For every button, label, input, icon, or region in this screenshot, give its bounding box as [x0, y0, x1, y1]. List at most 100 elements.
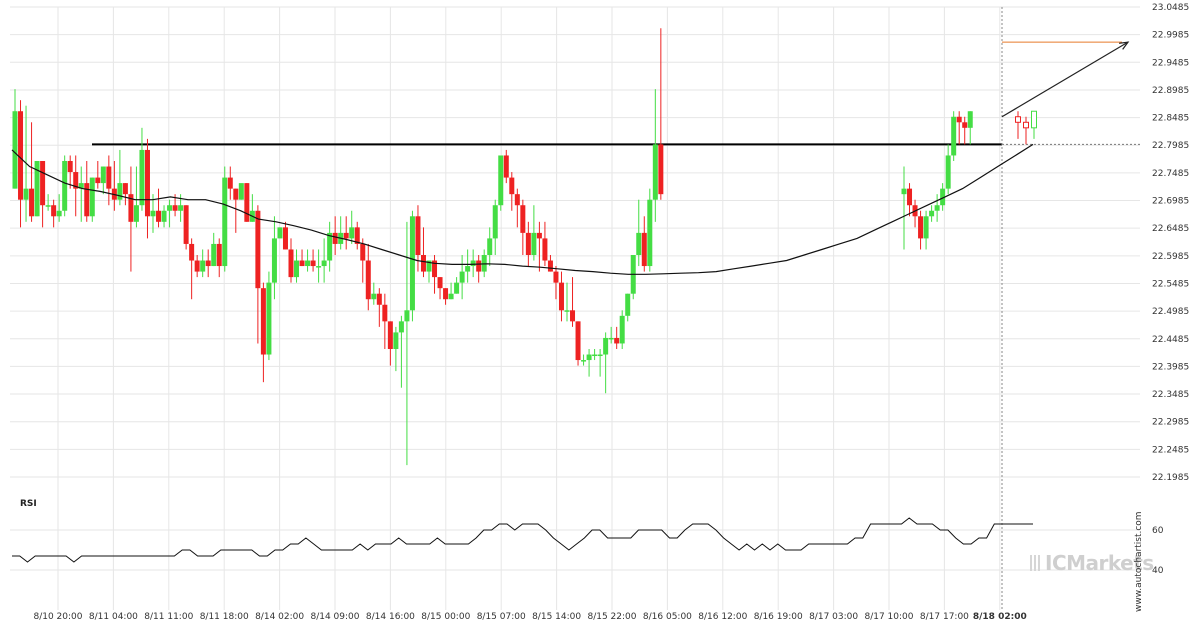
candle-body: [376, 293, 382, 305]
candle-body: [167, 205, 173, 211]
candle-body: [183, 205, 189, 244]
candle-body: [294, 260, 300, 278]
candle-body: [45, 205, 51, 207]
candle-body: [619, 315, 625, 344]
price-tick-label: 22.6485: [1152, 224, 1189, 234]
price-tick-label: 22.2485: [1152, 445, 1189, 455]
candle-body: [470, 260, 476, 267]
candle-body: [299, 260, 305, 267]
candle-body: [172, 205, 178, 211]
price-tick-label: 22.7985: [1152, 141, 1189, 151]
candle-body: [23, 188, 29, 200]
time-tick-label: 8/14 16:00: [366, 612, 415, 622]
candle-body: [139, 149, 145, 206]
candle-body: [1031, 110, 1037, 129]
candle-body: [575, 321, 581, 361]
price-tick-label: 22.4985: [1152, 307, 1189, 317]
candle-body: [597, 354, 603, 357]
candle-body: [426, 260, 432, 272]
icmarkets-brand-logo: ICMarkets: [1030, 551, 1154, 575]
candle-body: [503, 155, 509, 178]
candle-body: [161, 210, 167, 222]
candle-body: [122, 183, 128, 195]
candle-body: [84, 183, 90, 217]
candle-body: [271, 238, 277, 283]
rsi-tick-label: 40: [1152, 566, 1164, 576]
candle-body: [962, 122, 968, 128]
rsi-tick-label: 60: [1152, 526, 1164, 536]
candle-body: [443, 288, 449, 300]
candle-body: [233, 188, 239, 200]
candle-body: [222, 177, 228, 267]
candle-body: [951, 116, 957, 156]
candle-body: [382, 304, 388, 322]
candle-body: [332, 232, 338, 244]
projection-arrow-line: [1001, 41, 1129, 118]
price-tick-label: 22.5485: [1152, 279, 1189, 289]
time-tick-label: 8/15 22:00: [587, 612, 636, 622]
candle-body: [310, 260, 316, 267]
time-tick-label: 8/16 19:00: [754, 612, 803, 622]
candle-body: [940, 188, 946, 206]
price-tick-label: 22.8985: [1152, 86, 1189, 96]
candle-body: [100, 166, 106, 184]
brand-text: ICMarkets: [1045, 551, 1154, 575]
candle-body: [476, 260, 482, 272]
time-tick-label: 8/14 09:00: [310, 612, 359, 622]
time-tick-label: 8/16 12:00: [698, 612, 747, 622]
time-tick-label: 8/11 04:00: [89, 612, 138, 622]
candle-body: [498, 155, 504, 206]
candle-body: [67, 160, 73, 173]
candle-body: [354, 227, 360, 244]
time-tick-label: 8/10 20:00: [33, 612, 82, 622]
candle-body: [29, 188, 35, 217]
candle-body: [18, 111, 24, 200]
candle-body: [40, 160, 46, 206]
candle-body: [437, 277, 443, 289]
candle-body: [647, 199, 653, 267]
candle-body: [360, 243, 366, 261]
candle-body: [260, 288, 266, 355]
candle-body: [349, 227, 355, 239]
candle-body: [614, 337, 620, 344]
candle-body: [459, 271, 465, 283]
candle-body: [189, 243, 195, 261]
candle-body: [492, 205, 498, 239]
projection-arrow-head-icon: [1118, 41, 1130, 50]
candle-body: [144, 149, 150, 217]
candle-body: [448, 293, 454, 300]
candle-body: [465, 266, 471, 272]
price-tick-label: 22.9985: [1152, 31, 1189, 41]
candle-body: [227, 177, 233, 189]
candle-body: [211, 243, 217, 267]
candle-body: [205, 260, 211, 267]
candle-body: [156, 210, 162, 222]
candle-body: [343, 232, 349, 239]
candle-body: [432, 260, 438, 278]
price-tick-label: 22.9485: [1152, 58, 1189, 68]
icmarkets-logo-mark-icon: [1030, 555, 1042, 571]
time-tick-label: 8/15 00:00: [421, 612, 470, 622]
time-tick-label: 8/11 11:00: [144, 612, 193, 622]
candle-body: [514, 194, 520, 206]
candle-body: [525, 232, 531, 255]
candle-body: [117, 183, 123, 200]
candle-body: [581, 360, 587, 362]
candle-body: [553, 271, 559, 283]
price-tick-label: 22.6985: [1152, 197, 1189, 207]
time-tick-label: 8/18 02:00: [973, 612, 1027, 622]
candle-body: [641, 232, 647, 267]
price-tick-label: 22.2985: [1152, 418, 1189, 428]
candle-body: [321, 260, 327, 267]
candle-body: [608, 337, 614, 340]
candle-body: [454, 282, 460, 294]
candle-body: [95, 177, 101, 184]
candle-body: [945, 155, 951, 189]
candle-body: [956, 116, 962, 123]
candle-body: [393, 332, 399, 349]
candle-body: [255, 210, 261, 289]
candle-body: [420, 254, 426, 272]
rsi-panel-title: RSI: [20, 499, 37, 509]
candle-body: [288, 249, 294, 278]
